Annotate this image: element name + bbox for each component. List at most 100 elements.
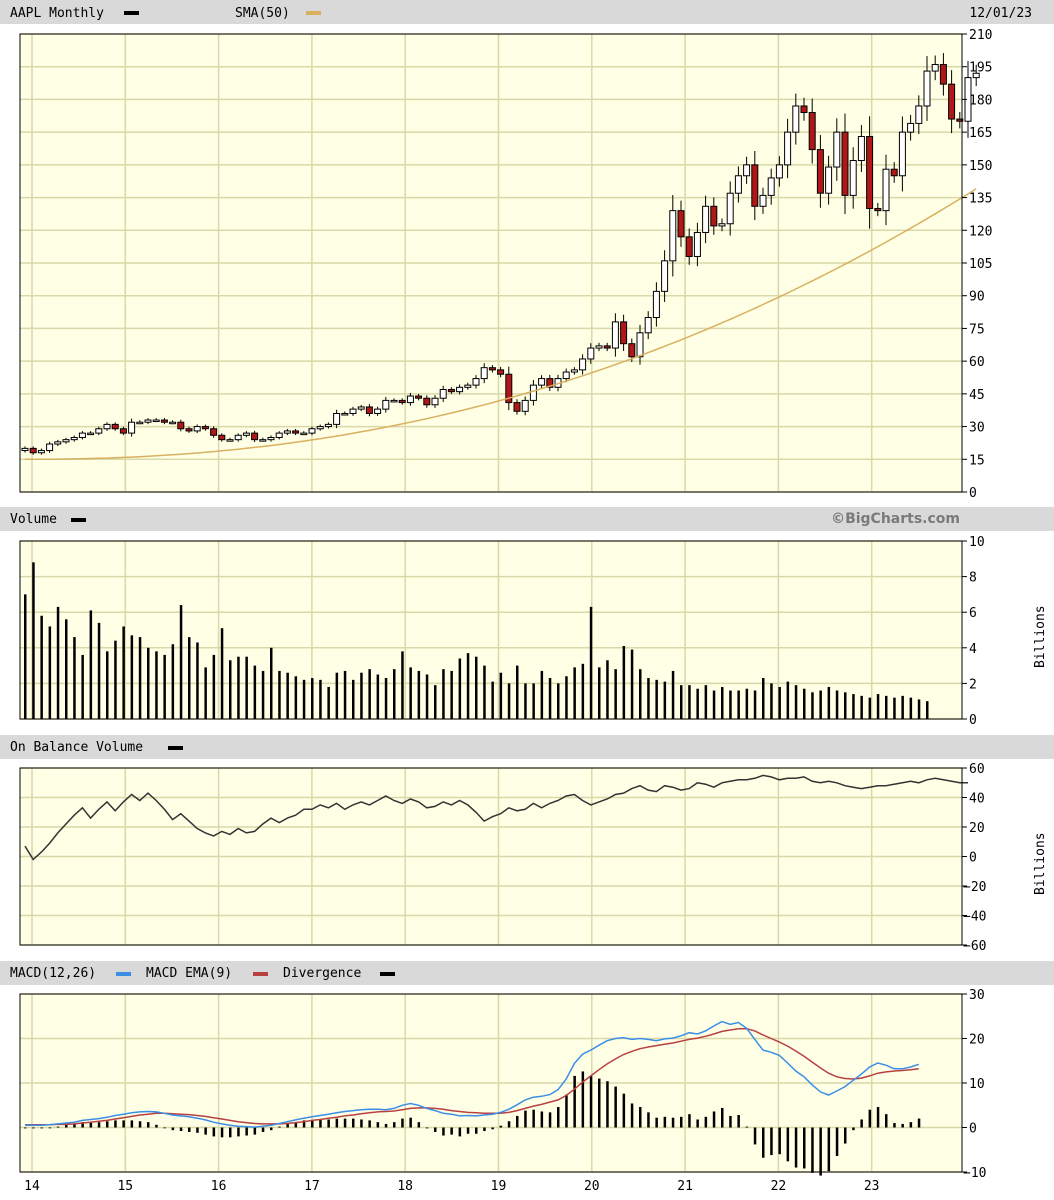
volume-bar	[368, 669, 371, 719]
price-tick-label: 30	[969, 421, 985, 436]
volume-bar	[237, 656, 240, 719]
candle-body	[111, 423, 119, 430]
divergence-bar	[524, 1110, 527, 1128]
candle-body	[972, 72, 980, 79]
divergence-bar	[589, 1075, 593, 1128]
divergence-bar	[704, 1116, 708, 1128]
volume-bar	[548, 678, 552, 719]
obv-tick-label: 20	[969, 821, 985, 836]
divergence-bar	[147, 1122, 150, 1128]
candle-body	[242, 432, 250, 436]
volume-bar	[24, 594, 27, 719]
volume-bar	[794, 685, 798, 719]
volume-bar	[40, 615, 43, 719]
volume-bar	[557, 683, 560, 719]
candle-body	[677, 210, 685, 238]
candle-body	[915, 105, 923, 124]
divergence-bar	[270, 1127, 273, 1131]
volume-bar	[352, 679, 355, 719]
candle-body	[324, 423, 332, 428]
divergence-bar	[253, 1127, 257, 1135]
volume-bar	[614, 669, 617, 719]
volume-bar	[73, 637, 76, 719]
x-tick-label: 16	[211, 1179, 227, 1194]
divergence-bar	[540, 1111, 544, 1128]
divergence-bar	[73, 1123, 76, 1128]
volume-bar	[663, 681, 667, 719]
divergence-bar	[335, 1118, 339, 1128]
divergence-bar	[532, 1109, 535, 1128]
candle-body	[308, 428, 316, 434]
candle-body	[726, 192, 734, 225]
candle-body	[792, 105, 800, 133]
volume-bar	[196, 642, 199, 719]
divergence-bar	[893, 1123, 896, 1128]
divergence-bar	[245, 1127, 248, 1136]
candle-body	[201, 426, 209, 430]
volume-bar	[704, 685, 708, 719]
divergence-bar	[483, 1127, 486, 1132]
divergence-bar	[630, 1103, 634, 1128]
volume-bar	[450, 670, 453, 719]
divergence-bar	[114, 1120, 117, 1128]
candle-body	[349, 408, 357, 414]
volume-bar	[97, 622, 101, 719]
obv-tick-label: −40	[963, 910, 986, 925]
divergence-bar	[32, 1127, 35, 1129]
divergence-bar	[130, 1120, 134, 1128]
divergence-bar	[106, 1121, 109, 1128]
divergence-bar	[557, 1107, 560, 1128]
divergence-bar	[179, 1127, 183, 1132]
macd-band	[0, 961, 1054, 985]
divergence-bar	[360, 1119, 363, 1128]
volume-bar	[655, 679, 658, 719]
volume-bar	[868, 697, 872, 719]
obv-tick-label: 40	[969, 792, 985, 807]
candle-body	[374, 408, 382, 414]
divergence-bar	[327, 1119, 330, 1128]
volume-bar	[532, 683, 535, 719]
volume-bar	[778, 686, 781, 719]
candle-body	[152, 419, 160, 423]
candle-body	[275, 432, 283, 438]
macd-tick-label: 20	[969, 1033, 985, 1048]
volume-band	[0, 507, 1054, 531]
volume-bar	[401, 651, 404, 719]
candle-body	[652, 290, 660, 319]
volume-bar	[589, 606, 593, 719]
volume-bar	[712, 690, 716, 719]
volume-bar	[458, 658, 462, 719]
volume-bar	[434, 685, 437, 719]
candle-body	[710, 205, 718, 227]
candle-body	[54, 441, 62, 445]
divergence-bar	[778, 1127, 781, 1155]
candle-body	[800, 105, 808, 114]
candle-body	[685, 236, 693, 257]
candle-body	[316, 426, 324, 430]
candle-body	[333, 412, 341, 425]
candle-body	[923, 70, 931, 107]
candle-body	[702, 205, 710, 233]
divergence-bar	[212, 1127, 216, 1137]
candle-body	[759, 194, 767, 207]
divergence-bar	[376, 1122, 380, 1128]
candle-body	[488, 367, 496, 371]
volume-bar	[204, 667, 207, 719]
price-tick-label: 195	[969, 61, 992, 76]
candle-body	[538, 378, 546, 386]
candle-body	[431, 397, 439, 406]
volume-bar	[639, 669, 642, 719]
divergence-bar	[409, 1117, 412, 1128]
price-tick-label: 45	[969, 388, 985, 403]
candle-body	[70, 436, 78, 441]
volume-bar	[302, 679, 306, 719]
volume-bar	[680, 685, 683, 719]
candle-body	[718, 223, 726, 227]
x-tick-label: 21	[677, 1179, 693, 1194]
candle-body	[587, 347, 595, 360]
divergence-bar	[163, 1127, 166, 1129]
volume-bar	[688, 685, 691, 719]
volume-bar	[466, 653, 470, 719]
x-tick-label: 15	[117, 1179, 133, 1194]
volume-bar	[917, 699, 921, 719]
